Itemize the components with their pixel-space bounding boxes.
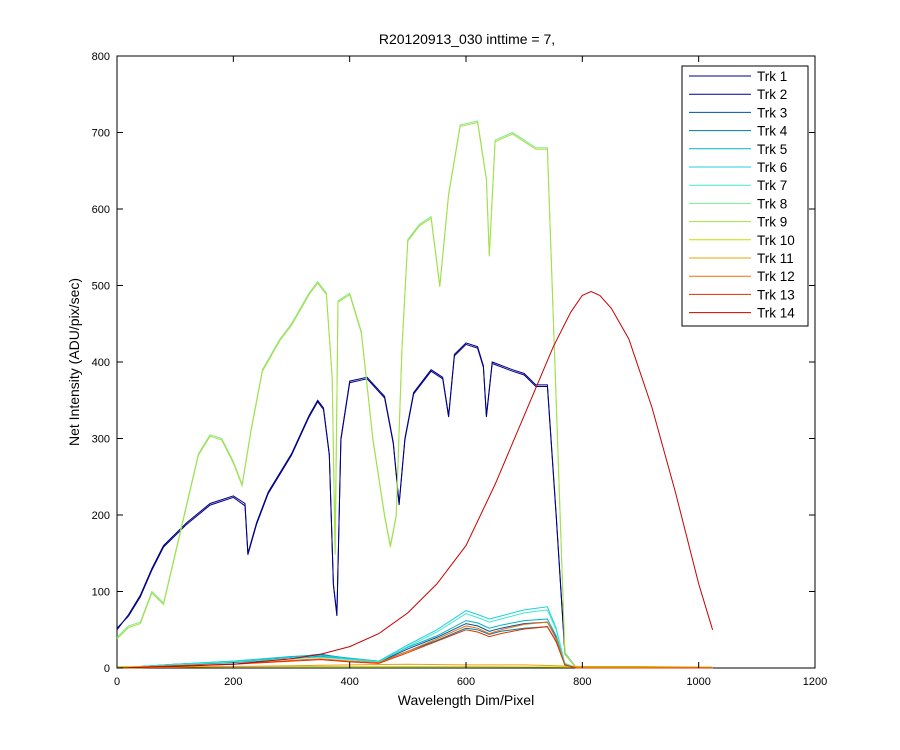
series-line-trk-14	[116, 291, 714, 669]
y-tick-label: 800	[92, 51, 110, 63]
series-layer	[116, 120, 714, 669]
legend-entry: Trk 5	[689, 142, 787, 157]
legend: Trk 1 Trk 2 Trk 3 Trk 4 Trk 5 Trk 6 Trk 7 Trk 8…	[681, 65, 809, 327]
legend-entry: Trk 14	[689, 306, 795, 321]
legend-entry: Trk 1	[689, 69, 787, 84]
legend-entry: Trk 3	[689, 105, 787, 120]
legend-label: Trk 12	[757, 269, 795, 284]
legend-label: Trk 4	[757, 124, 788, 139]
y-tick-label: 200	[92, 510, 110, 522]
legend-entry: Trk 13	[689, 287, 795, 302]
legend-entry: Trk 8	[689, 196, 787, 211]
legend-entry: Trk 11	[689, 251, 794, 266]
legend-label: Trk 3	[757, 105, 787, 120]
legend-box	[681, 65, 809, 327]
legend-entry: Trk 4	[689, 124, 788, 139]
series-line-trk-12	[116, 621, 713, 669]
x-axis: 0 200 400 600 800 1000 1200	[114, 56, 827, 688]
legend-label: Trk 5	[757, 142, 787, 157]
chart-title: R20120913_030 inttime = 7,	[379, 31, 555, 47]
series-line-trk-5	[116, 618, 713, 669]
legend-entry: Trk 12	[689, 269, 795, 284]
x-axis-label: Wavelength Dim/Pixel	[398, 692, 534, 708]
series-line-trk-2	[116, 343, 713, 669]
legend-entry: Trk 6	[689, 160, 787, 175]
legend-label: Trk 10	[757, 233, 795, 248]
x-tick-label: 400	[340, 676, 358, 688]
y-tick-label: 100	[92, 587, 110, 599]
legend-label: Trk 13	[757, 287, 795, 302]
y-tick-label: 600	[92, 204, 110, 216]
x-tick-label: 600	[457, 676, 475, 688]
y-tick-label: 500	[92, 281, 110, 293]
x-tick-label: 200	[224, 676, 242, 688]
legend-entry: Trk 10	[689, 233, 795, 248]
y-tick-label: 0	[104, 663, 110, 675]
y-axis: 0 100 200 300 400 500 600 700 800	[92, 51, 815, 675]
series-line-trk-1	[116, 342, 713, 669]
y-axis-label: Net Intensity (ADU/pix/sec)	[66, 278, 82, 446]
legend-entry: Trk 7	[689, 178, 787, 193]
x-tick-label: 800	[573, 676, 591, 688]
series-line-trk-6	[116, 606, 713, 669]
x-tick-label: 1200	[803, 676, 827, 688]
x-tick-label: 0	[114, 676, 120, 688]
series-line-trk-9	[116, 121, 713, 669]
legend-label: Trk 1	[757, 69, 787, 84]
legend-label: Trk 9	[757, 215, 787, 230]
legend-entry: Trk 9	[689, 215, 787, 230]
y-tick-label: 700	[92, 128, 110, 140]
legend-label: Trk 7	[757, 178, 787, 193]
legend-entry: Trk 2	[689, 87, 787, 102]
legend-label: Trk 14	[757, 306, 795, 321]
series-line-trk-13	[116, 626, 713, 669]
y-tick-label: 300	[92, 434, 110, 446]
y-tick-label: 400	[92, 357, 110, 369]
x-tick-label: 1000	[686, 676, 710, 688]
legend-label: Trk 2	[757, 87, 787, 102]
series-line-trk-11	[116, 663, 713, 669]
legend-label: Trk 8	[757, 196, 787, 211]
legend-label: Trk 6	[757, 160, 787, 175]
legend-label: Trk 11	[757, 251, 794, 266]
